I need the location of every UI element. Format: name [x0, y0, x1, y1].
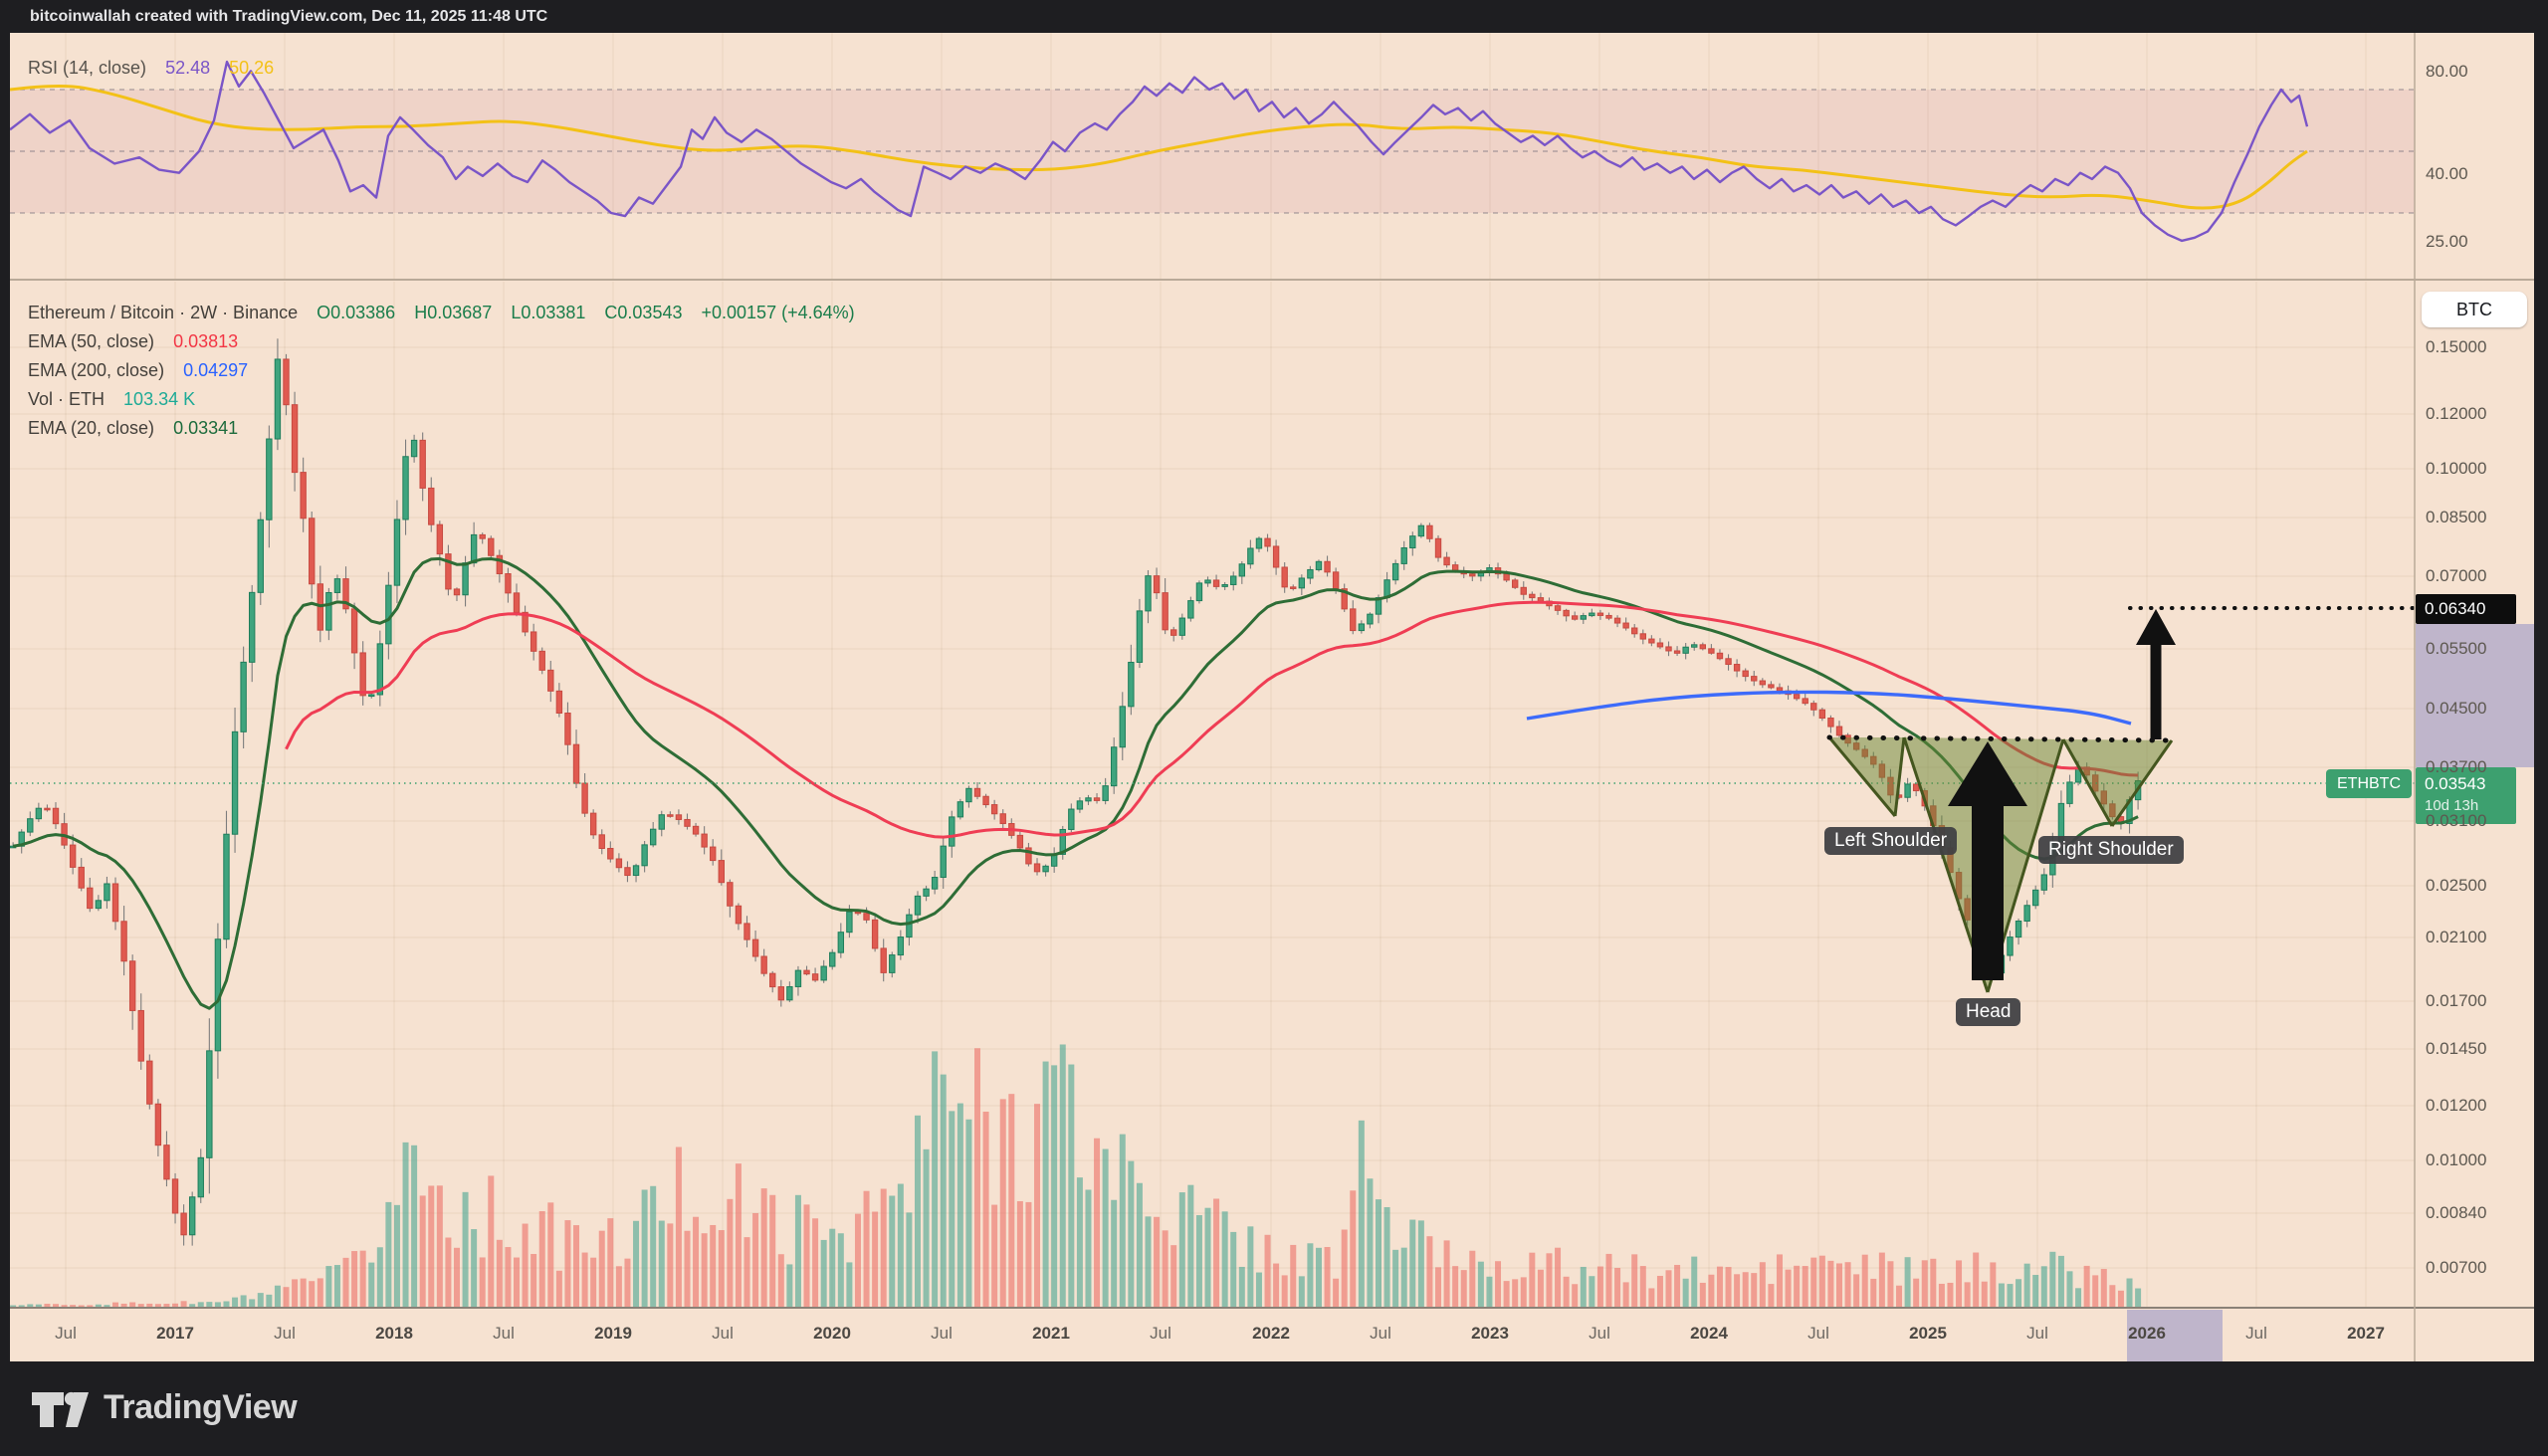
rsi-axis-label: 80.00	[2426, 62, 2468, 81]
gridlines	[10, 33, 2415, 1308]
ema20-label: EMA (20, close)	[28, 418, 155, 438]
breakout-arrow[interactable]	[1948, 741, 2027, 980]
attribution-bar: bitcoinwallah created with TradingView.c…	[0, 0, 2548, 33]
open-value: O0.03386	[317, 303, 396, 322]
price-pane[interactable]	[10, 338, 2415, 1307]
rsi-axis-label: 25.00	[2426, 232, 2468, 251]
time-axis-highlight-band	[2127, 1310, 2223, 1361]
target-arrow[interactable]	[2136, 609, 2176, 739]
ema200-value: 0.04297	[183, 360, 249, 380]
symbol-title: Ethereum / Bitcoin · 2W · Binance	[28, 303, 299, 322]
volume-value: 103.34 K	[123, 389, 196, 409]
right-shoulder-label[interactable]: Right Shoulder	[2038, 836, 2184, 864]
tradingview-logo-icon	[32, 1391, 89, 1427]
time-axis-month-label: Jul	[2026, 1324, 2048, 1343]
time-axis-month-label: Jul	[1807, 1324, 1829, 1343]
rsi-label: RSI (14, close)	[28, 58, 147, 78]
time-axis-year-label: 2023	[1471, 1324, 1509, 1343]
tradingview-logo-text: TradingView	[104, 1387, 298, 1426]
price-axis-label: 0.02100	[2426, 928, 2487, 946]
price-axis-label: 0.00840	[2426, 1203, 2487, 1222]
ema20-line	[12, 556, 2139, 1010]
volume-row[interactable]: Vol · ETH 103.34 K	[28, 385, 855, 414]
bar-countdown: 10d 13h	[2425, 797, 2479, 814]
change-value: +0.00157 (+4.64%)	[701, 303, 855, 322]
time-axis-month-label: Jul	[712, 1324, 734, 1343]
time-axis-year-label: 2025	[1909, 1324, 1947, 1343]
ema20-value: 0.03341	[173, 418, 239, 438]
price-axis-label: 0.15000	[2426, 337, 2487, 356]
time-axis-month-label: Jul	[1589, 1324, 1610, 1343]
rsi-axis-label: 40.00	[2426, 164, 2468, 183]
volume-bars	[10, 1044, 2142, 1307]
price-axis-label: 0.03700	[2426, 757, 2487, 776]
price-axis-highlight-band	[2416, 624, 2534, 767]
price-axis-label: 0.07000	[2426, 566, 2487, 585]
attribution-text: bitcoinwallah created with TradingView.c…	[30, 8, 548, 25]
tradingview-logo[interactable]: TradingView	[30, 1385, 298, 1429]
currency-toggle-button[interactable]: BTC	[2422, 292, 2527, 327]
volume-label: Vol · ETH	[28, 389, 106, 409]
time-axis-month-label: Jul	[931, 1324, 953, 1343]
ema50-line	[285, 600, 2139, 839]
left-shoulder-label[interactable]: Left Shoulder	[1824, 827, 1958, 855]
symbol-price-marker: ETHBTC	[2326, 769, 2412, 798]
price-axis-label: 0.01200	[2426, 1096, 2487, 1115]
time-axis-month-label: Jul	[493, 1324, 515, 1343]
low-value: L0.03381	[511, 303, 586, 322]
rsi-legend[interactable]: RSI (14, close) 52.48 50.26	[28, 58, 274, 79]
time-axis-year-label: 2026	[2128, 1324, 2166, 1343]
time-axis-year-label: 2027	[2347, 1324, 2385, 1343]
price-axis-label: 0.01700	[2426, 991, 2487, 1010]
head-label[interactable]: Head	[1956, 998, 2021, 1026]
candlesticks	[10, 338, 2142, 1246]
ema50-value: 0.03813	[173, 331, 239, 351]
price-axis-label: 0.08500	[2426, 508, 2487, 526]
rsi-pane[interactable]	[10, 60, 2415, 243]
time-axis-month-label: Jul	[55, 1324, 77, 1343]
time-axis-year-label: 2024	[1690, 1324, 1728, 1343]
time-axis-year-label: 2018	[375, 1324, 413, 1343]
symbol-row[interactable]: Ethereum / Bitcoin · 2W · Binance O0.033…	[28, 299, 855, 327]
time-axis-year-label: 2020	[813, 1324, 851, 1343]
price-axis-label: 0.12000	[2426, 404, 2487, 423]
price-axis-label: 0.04500	[2426, 699, 2487, 718]
rsi-ma-value: 50.26	[229, 58, 275, 78]
current-price-value: 0.03543	[2425, 774, 2486, 793]
time-axis-year-label: 2022	[1252, 1324, 1290, 1343]
price-axis-label: 0.01450	[2426, 1039, 2487, 1058]
high-value: H0.03687	[414, 303, 493, 322]
price-axis-label: 0.10000	[2426, 459, 2487, 478]
price-axis-label: 0.03100	[2426, 811, 2487, 830]
ema50-row[interactable]: EMA (50, close) 0.03813	[28, 327, 855, 356]
time-axis-month-label: Jul	[1370, 1324, 1391, 1343]
ema200-row[interactable]: EMA (200, close) 0.04297	[28, 356, 855, 385]
ema200-label: EMA (200, close)	[28, 360, 165, 380]
price-axis-label: 0.05500	[2426, 639, 2487, 658]
ema20-row[interactable]: EMA (20, close) 0.03341	[28, 414, 855, 443]
symbol-legend: Ethereum / Bitcoin · 2W · Binance O0.033…	[28, 299, 855, 443]
price-axis-label: 0.00700	[2426, 1258, 2487, 1277]
chart-inset-background	[10, 33, 2534, 1361]
price-axis-label: 0.01000	[2426, 1150, 2487, 1169]
ema200-line	[1526, 690, 2132, 726]
close-value: C0.03543	[604, 303, 683, 322]
time-axis-year-label: 2017	[156, 1324, 194, 1343]
target-price-badge: 0.06340	[2416, 594, 2516, 624]
time-axis-month-label: Jul	[274, 1324, 296, 1343]
rsi-value: 52.48	[165, 58, 211, 78]
footer-bar: TradingView	[0, 1361, 2548, 1456]
current-price-badge: 0.03543 10d 13h	[2416, 767, 2516, 824]
time-axis-month-label: Jul	[1150, 1324, 1171, 1343]
time-axis-year-label: 2021	[1032, 1324, 1070, 1343]
ema50-label: EMA (50, close)	[28, 331, 155, 351]
time-axis-year-label: 2019	[594, 1324, 632, 1343]
price-axis-label: 0.02500	[2426, 876, 2487, 895]
time-axis-month-label: Jul	[2245, 1324, 2267, 1343]
